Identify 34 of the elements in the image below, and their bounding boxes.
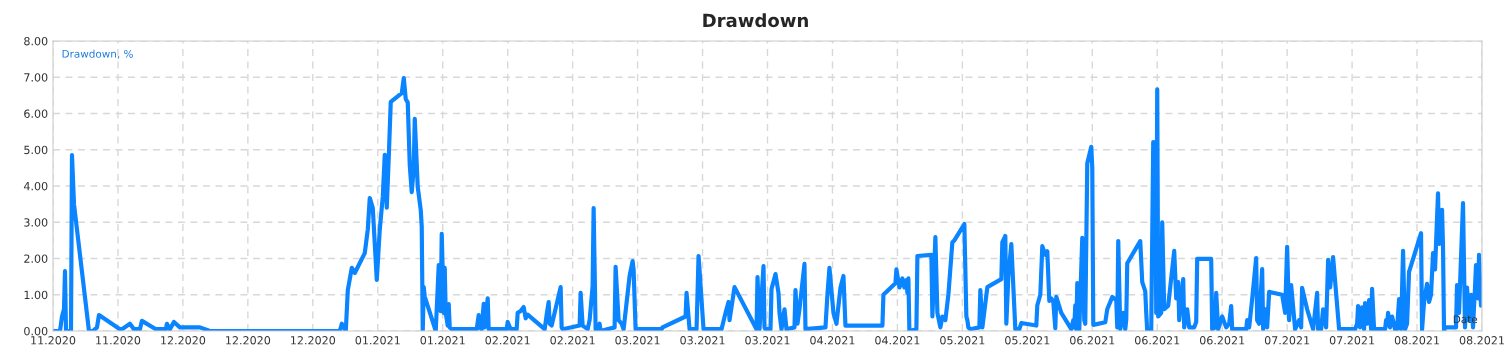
x-tick-label: 08.2021: [1459, 336, 1504, 345]
y-tick-label: 2.00: [24, 254, 48, 263]
x-tick-label: 07.2021: [1329, 336, 1375, 345]
x-tick-label: 12.2020: [226, 336, 271, 345]
x-tick-label: 06.2021: [1199, 336, 1245, 345]
y-tick-label: 3.00: [24, 218, 48, 227]
x-tick-label: 02.2021: [550, 336, 595, 345]
x-tick-label: 03.2021: [745, 336, 790, 345]
x-tick-label: 11.2020: [31, 336, 76, 345]
x-tick-label: 11.2020: [96, 336, 141, 345]
chart-title: Drawdown: [703, 13, 808, 28]
x-tick-label: 06.2021: [1134, 336, 1180, 345]
x-tick-label: 06.2021: [1070, 336, 1115, 345]
y-tick-label: 6.00: [24, 109, 48, 118]
x-tick-label: 05.2021: [1005, 336, 1050, 345]
y-tick-label: 8.00: [24, 36, 48, 46]
y-tick-label: 4.00: [23, 181, 48, 191]
x-tick-label: 12.2020: [161, 336, 206, 345]
x-tick-label: 03.2021: [615, 336, 660, 345]
x-tick-label: 08.2021: [1394, 336, 1439, 345]
x-tick-label: 01.2021: [420, 336, 465, 345]
x-tick-label: 04.2021: [875, 336, 920, 345]
x-tick-label: 03.2021: [680, 336, 725, 345]
y-axis-title: Drawdown, %: [62, 49, 133, 59]
x-tick-label: 01.2021: [355, 336, 400, 345]
x-tick-label: 12.2020: [291, 336, 336, 345]
x-tick-label: 02.2021: [485, 336, 530, 345]
y-tick-label: 5.00: [24, 145, 48, 155]
y-tick-label: 1.00: [24, 290, 48, 300]
x-tick-label: 04.2021: [810, 336, 855, 345]
x-tick-label: 05.2021: [940, 336, 985, 345]
x-tick-label: 07.2021: [1264, 336, 1310, 345]
y-tick-label: 7.00: [24, 73, 48, 82]
y-tick-label: 0.00: [24, 326, 48, 336]
